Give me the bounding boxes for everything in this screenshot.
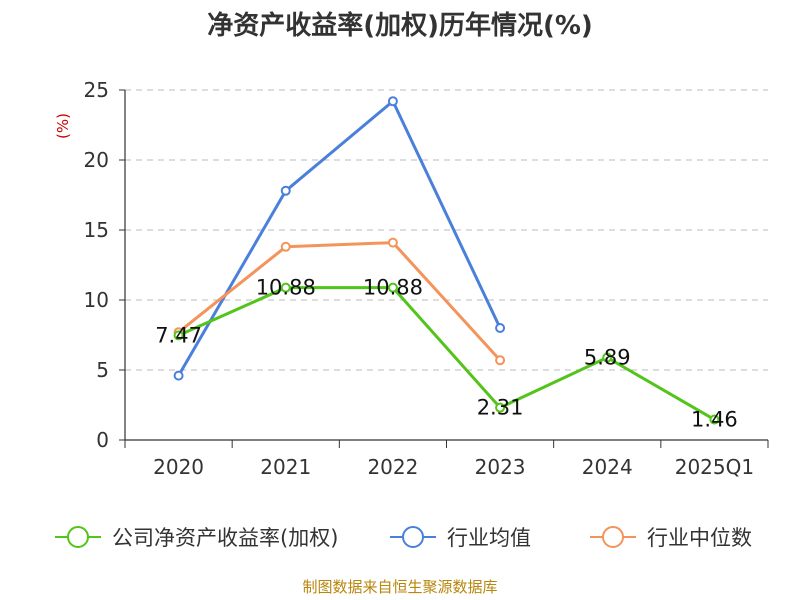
y-tick-label: 5 [96, 358, 109, 382]
legend-swatch-marker [602, 526, 624, 548]
x-tick-label: 2024 [582, 455, 633, 479]
legend-item[interactable]: 公司净资产收益率(加权) [55, 526, 338, 550]
legend-swatch-marker [67, 526, 89, 548]
data-point [280, 185, 291, 196]
series-line [177, 99, 502, 377]
data-label: 1.46 [691, 408, 738, 432]
data-point [173, 370, 184, 381]
x-tick-label: 2020 [153, 455, 204, 479]
x-tick-label: 2022 [367, 455, 418, 479]
data-labels: 7.47 10.88 10.88 2.31 5.89 1.46 [155, 276, 738, 432]
data-point [387, 282, 398, 293]
data-point [387, 237, 398, 248]
legend[interactable]: 公司净资产收益率(加权) 行业均值 行业中位数 [55, 526, 752, 550]
data-point [173, 330, 184, 341]
y-tick-label: 10 [84, 288, 109, 312]
data-point [280, 282, 291, 293]
y-tick-label: 15 [84, 218, 109, 242]
data-label: 2.31 [477, 396, 524, 420]
legend-swatch-marker [402, 526, 424, 548]
data-point [495, 355, 506, 366]
series-line [177, 286, 716, 421]
chart-title: 净资产收益率(加权)历年情况(%) [207, 10, 593, 41]
data-point [495, 323, 506, 333]
source-note: 制图数据来自恒生聚源数据库 [302, 578, 497, 596]
y-tick-label: 0 [96, 428, 109, 452]
y-tick-label: 20 [84, 148, 109, 172]
series-line [177, 241, 502, 362]
data-label: 5.89 [584, 346, 631, 370]
data-point [709, 414, 720, 425]
data-label: 7.47 [155, 323, 202, 347]
data-point [495, 402, 506, 413]
data-point [387, 96, 398, 107]
series-lines [173, 96, 720, 425]
x-tick-label: 2023 [475, 455, 526, 479]
x-tick-label: 2021 [260, 455, 311, 479]
axes: 0 5 10 15 20 25 2020 2021 2022 2023 2024 2025Q1 [84, 78, 769, 479]
legend-label: 行业均值 [447, 526, 531, 550]
data-label: 10.88 [256, 276, 316, 300]
legend-label: 公司净资产收益率(加权) [112, 526, 338, 550]
data-point [602, 352, 613, 363]
y-tick-label: 25 [84, 78, 109, 102]
legend-label: 行业中位数 [647, 526, 752, 550]
legend-item[interactable]: 行业均值 [390, 526, 531, 550]
grid-lines [125, 89, 768, 371]
legend-item[interactable]: 行业中位数 [590, 526, 752, 550]
data-label: 10.88 [363, 276, 423, 300]
y-axis-unit-label: (%) [54, 113, 72, 139]
data-point [280, 241, 291, 252]
x-tick-label: 2025Q1 [675, 455, 754, 479]
